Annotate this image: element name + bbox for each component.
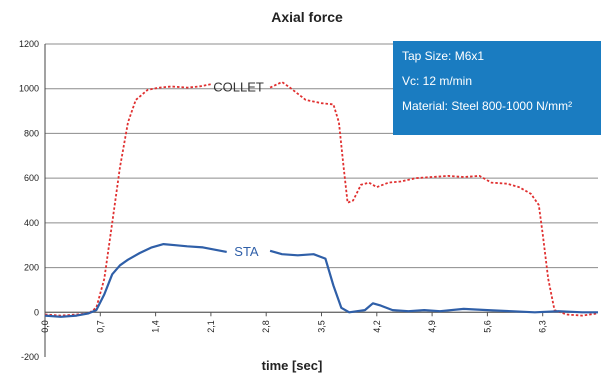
parameters-info-box: Tap Size: M6x1 Vc: 12 m/min Material: St… [393,41,601,135]
chart-title: Axial force [271,9,343,25]
y-tick-label: 1200 [19,39,39,49]
series-layer [44,81,599,318]
y-tick-label: 0 [34,307,39,317]
x-tick-label: 2,8 [261,320,271,333]
x-tick-labels: 0,0 0,7 1,4 2,1 2,8 3,5 4,2 4,9 5,6 6,3 [40,312,548,333]
series-label-collet: COLLET [213,80,264,95]
x-tick-label: 4,2 [372,320,382,333]
series-line-sta [44,243,598,318]
y-tick-label: 400 [24,218,39,228]
y-tick-label: 1000 [19,84,39,94]
y-tick-label: 600 [24,173,39,183]
material-label: Material: Steel 800-1000 N/mm² [402,99,573,113]
y-tick-labels: -200 0 200 400 600 800 1000 1200 [19,39,39,362]
y-tick-label: 200 [24,263,39,273]
x-tick-label: 1,4 [151,320,161,333]
annotation-layer: COLLET STA [213,80,264,259]
x-tick-label: 0,0 [40,320,50,333]
x-tick-label: 3,5 [317,320,327,333]
x-tick-label: 2,1 [206,320,216,333]
series-label-sta: STA [234,244,259,259]
y-tick-label: -200 [21,352,39,362]
x-tick-label: 6,3 [538,320,548,333]
x-axis-label: time [sec] [262,358,323,373]
y-tick-label: 800 [24,128,39,138]
cutting-speed-label: Vc: 12 m/min [402,74,473,88]
x-tick-label: 0,7 [95,320,105,333]
tap-size-label: Tap Size: M6x1 [402,49,485,63]
x-tick-label: 5,6 [482,320,492,333]
x-tick-label: 4,9 [427,320,437,333]
